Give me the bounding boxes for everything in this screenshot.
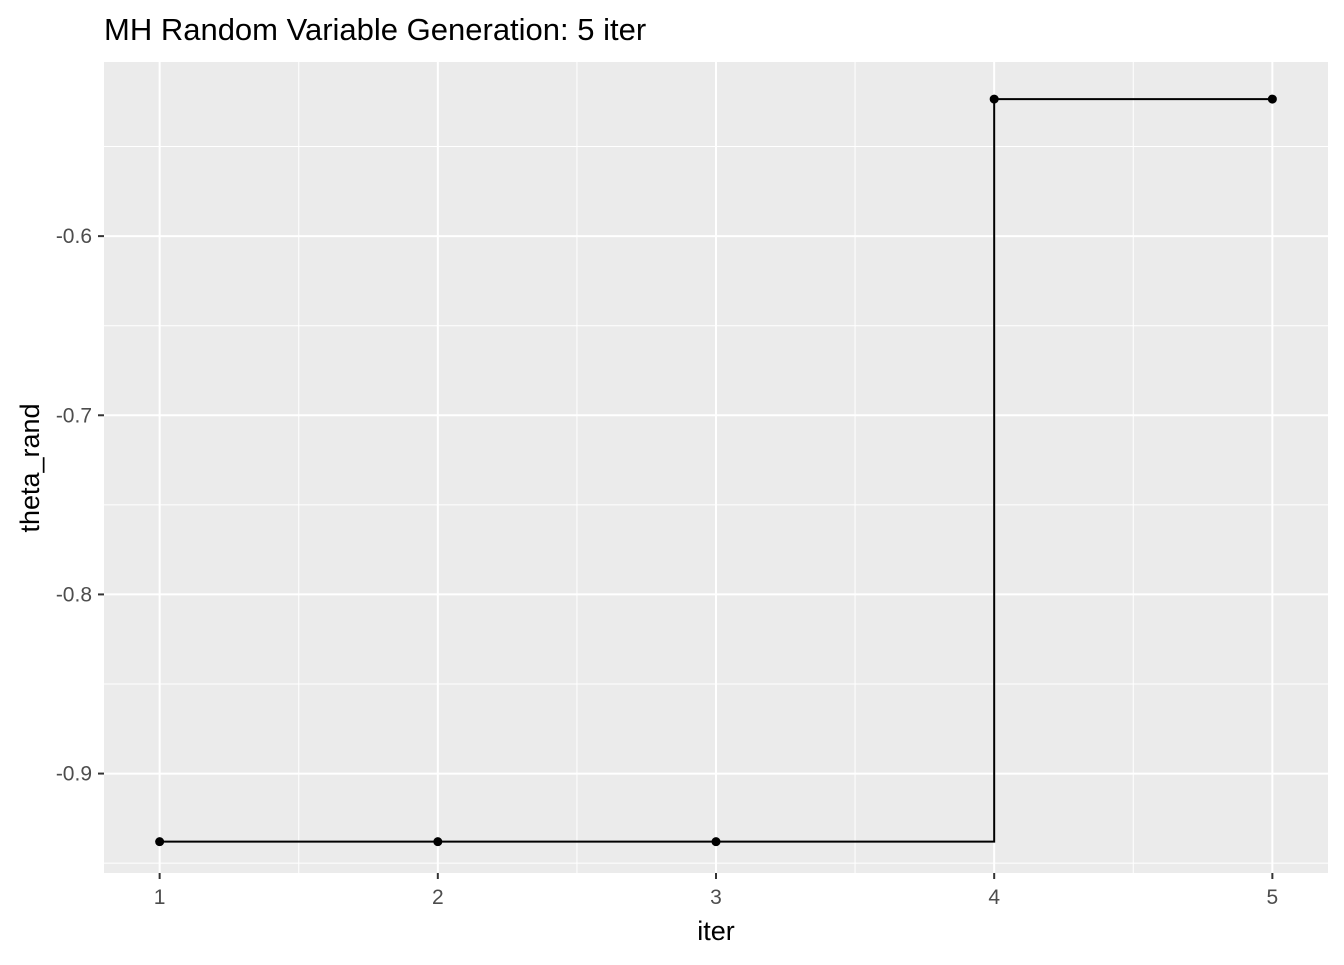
y-axis-title: theta_rand bbox=[15, 403, 45, 532]
data-point bbox=[989, 94, 999, 104]
x-tick-label: 4 bbox=[988, 886, 1000, 909]
x-tick-label: 3 bbox=[710, 886, 722, 909]
y-tick-label: -0.8 bbox=[56, 583, 92, 606]
y-tick-label: -0.7 bbox=[56, 404, 92, 427]
y-tick-label: -0.6 bbox=[56, 225, 92, 248]
data-point bbox=[711, 837, 721, 847]
x-axis-title: iter bbox=[697, 916, 735, 946]
chart-title: MH Random Variable Generation: 5 iter bbox=[104, 12, 646, 47]
x-tick-label: 2 bbox=[432, 886, 444, 909]
data-point bbox=[155, 837, 165, 847]
grid-lines bbox=[104, 62, 1328, 873]
x-tick-label: 5 bbox=[1267, 886, 1279, 909]
y-tick-label: -0.9 bbox=[56, 763, 92, 786]
series-layer bbox=[155, 94, 1277, 847]
data-point bbox=[433, 837, 443, 847]
axes: 1 2 3 4 5 -0.9 -0.8 -0.7 -0.6 bbox=[56, 225, 1278, 909]
series-step-line bbox=[159, 98, 1273, 843]
x-tick-label: 1 bbox=[154, 886, 166, 909]
data-point bbox=[1267, 94, 1277, 104]
